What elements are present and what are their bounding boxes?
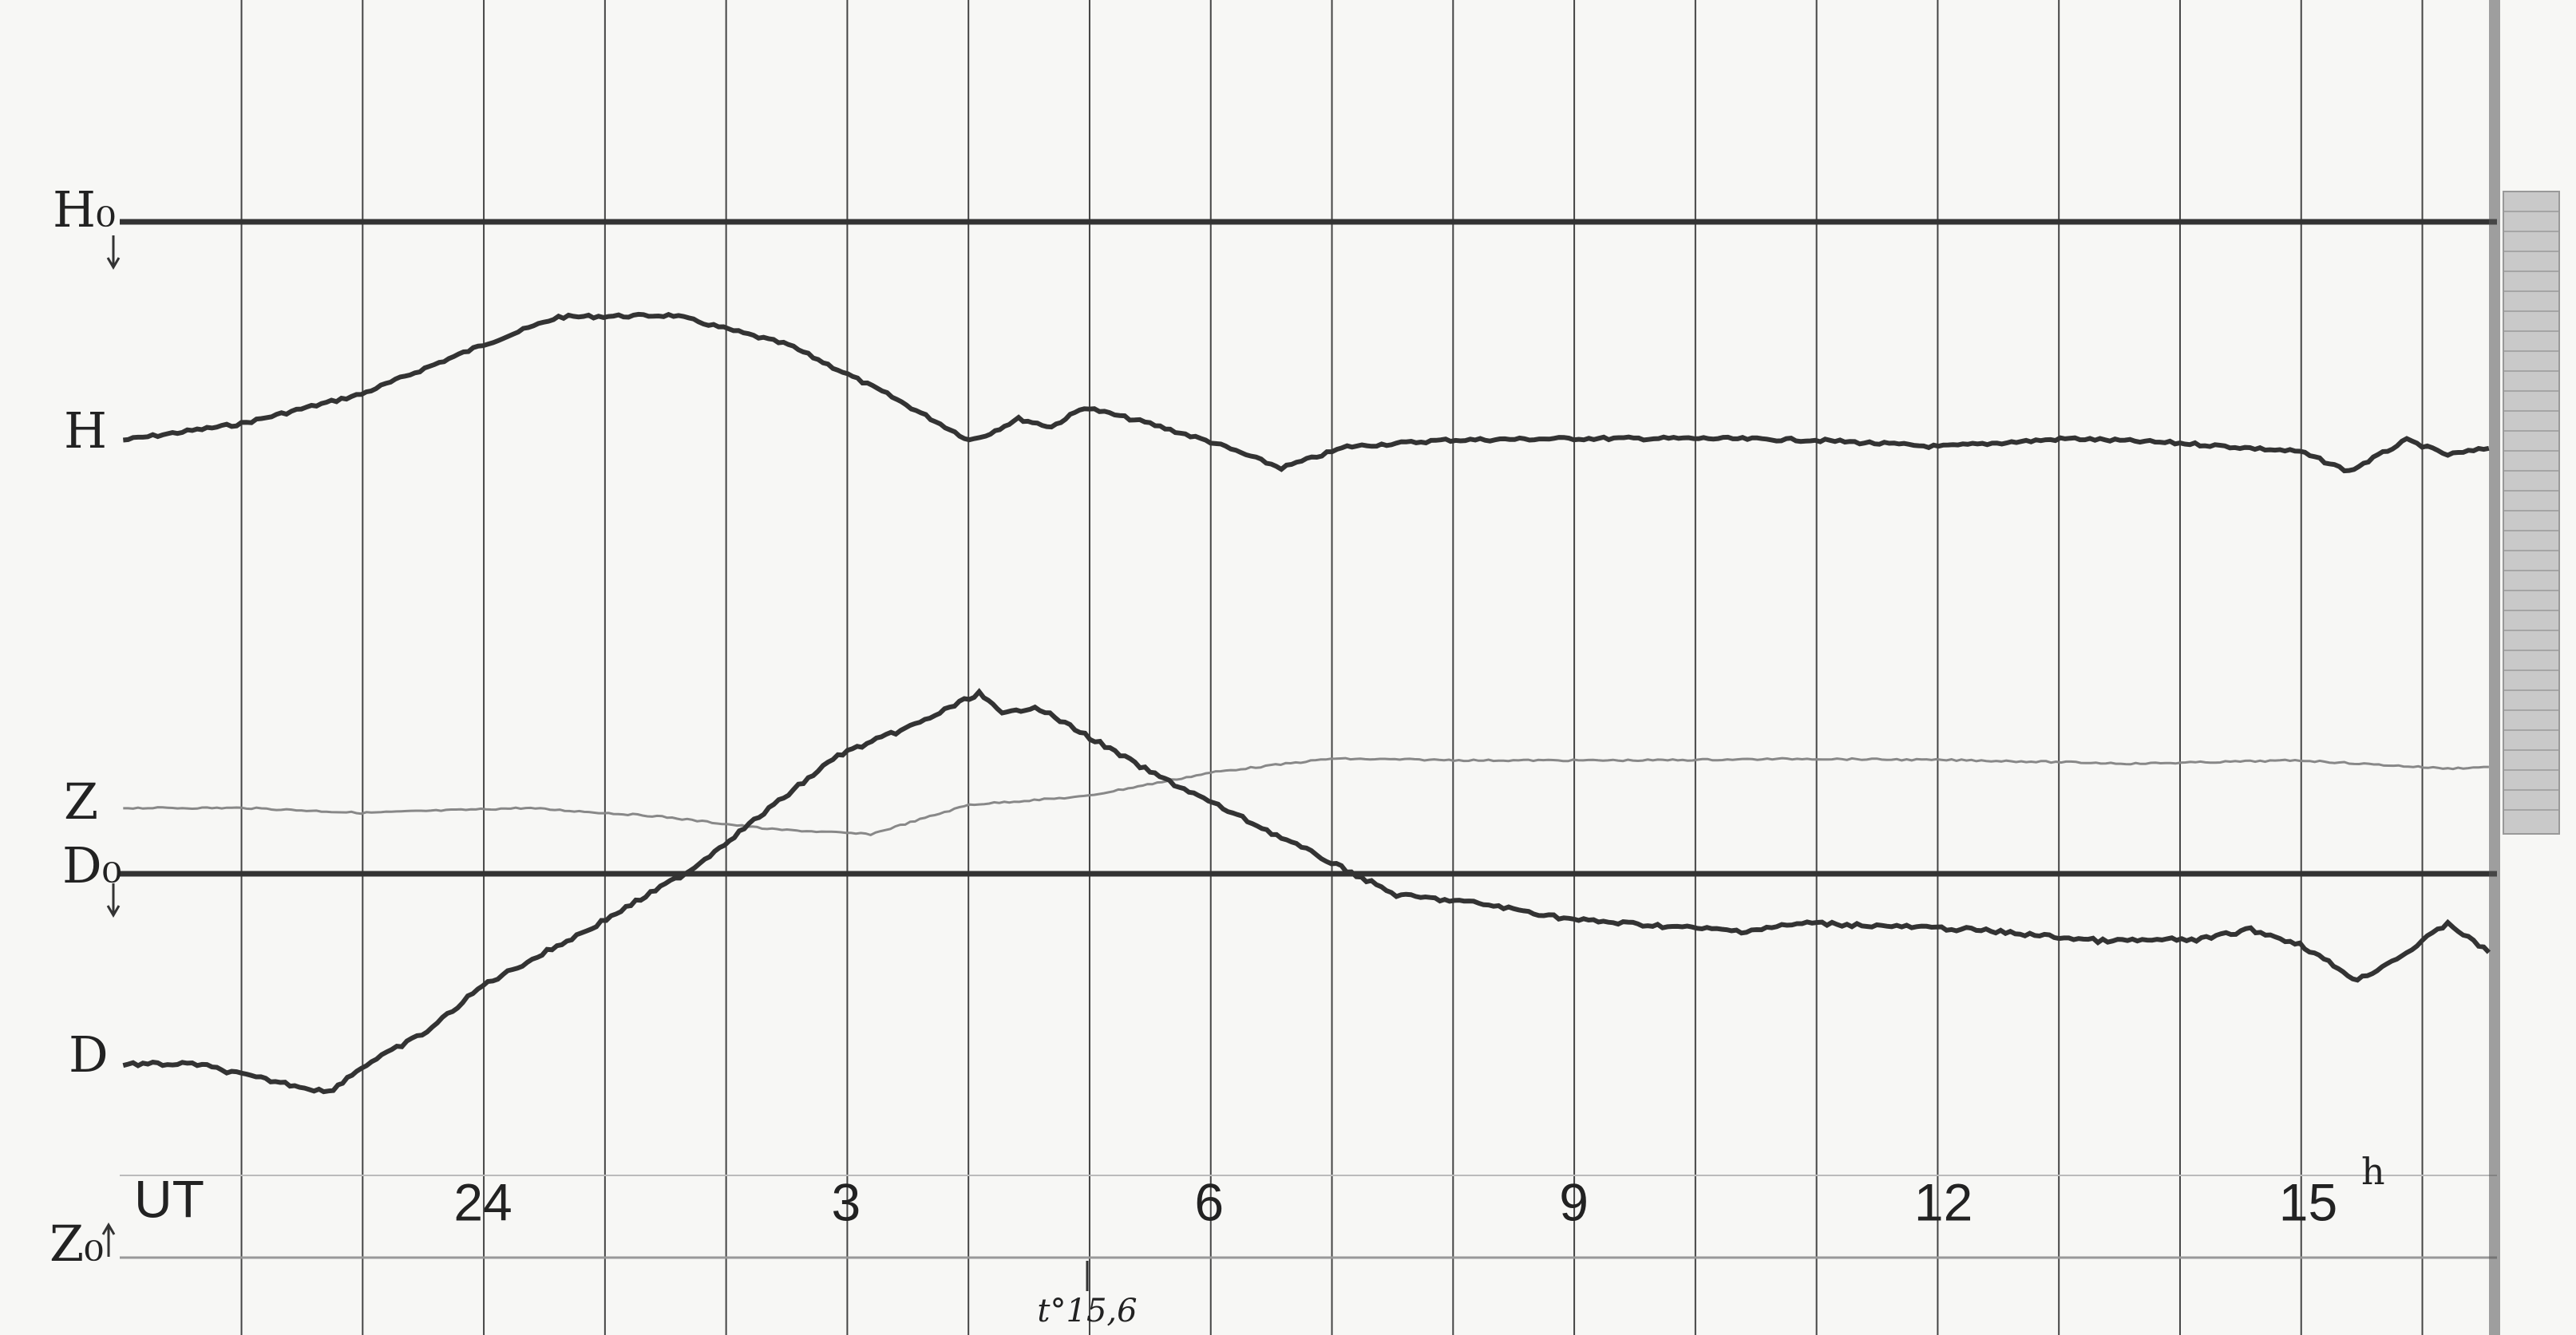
hour-unit: h (2361, 1150, 2385, 1193)
hour-labels: 24 3 6 9 12 15 (453, 1172, 2337, 1231)
z-label: Z (64, 772, 98, 831)
h-trace (123, 311, 2490, 474)
d-label: D (69, 1025, 109, 1084)
z-trace (123, 756, 2489, 837)
hour-label: 15 (2279, 1172, 2337, 1231)
temperature-note: t°15,6 (1037, 1293, 1137, 1329)
hour-label: 3 (832, 1172, 861, 1231)
baseline-arrows (101, 235, 121, 1257)
h-label: H (64, 401, 107, 460)
z-base-label: Z₀ (49, 1215, 104, 1273)
h-base-label: H₀ (53, 180, 116, 239)
calibration-strip (2503, 191, 2560, 835)
strip-body (2503, 191, 2560, 835)
hour-label: 24 (453, 1172, 512, 1231)
d-base-label: D₀ (62, 836, 122, 895)
time-axis-label: UT (134, 1169, 204, 1228)
hour-label: 9 (1559, 1172, 1589, 1231)
hour-label: 6 (1194, 1172, 1224, 1231)
d-trace (122, 688, 2491, 1095)
sheet-edge (2489, 0, 2500, 1335)
hour-label: 12 (1914, 1172, 1973, 1231)
